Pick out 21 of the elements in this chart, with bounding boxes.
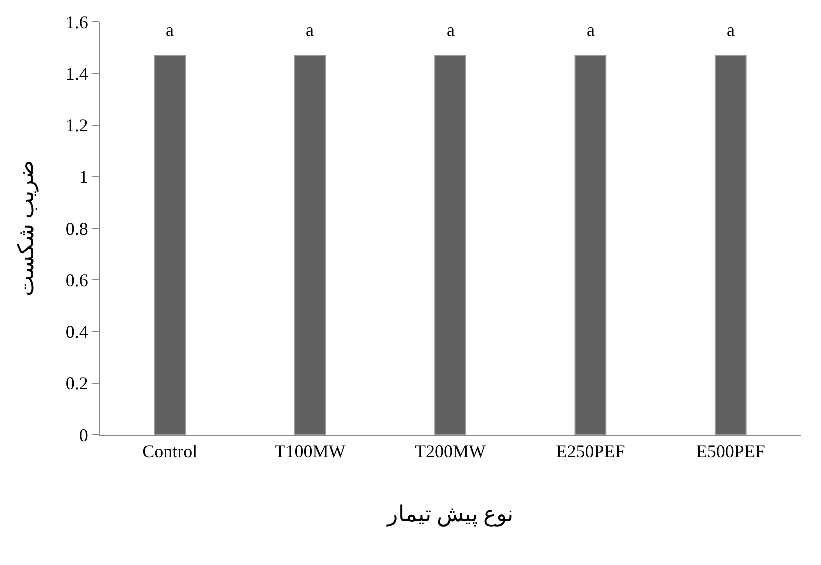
y-tick-label: 0 bbox=[79, 425, 88, 446]
y-tick-label: 1 bbox=[79, 167, 88, 188]
annotation: a bbox=[727, 20, 735, 40]
y-tick-label: 1.4 bbox=[66, 64, 88, 84]
annotation: a bbox=[306, 20, 314, 40]
y-tick-label: 0.4 bbox=[66, 322, 88, 342]
annotation: a bbox=[587, 20, 595, 40]
annotation: a bbox=[166, 20, 174, 40]
x-tick-label: T200MW bbox=[415, 442, 486, 462]
y-tick-label: 1.6 bbox=[66, 12, 88, 32]
x-tick-label: Control bbox=[142, 442, 198, 462]
y-tick-label: 0.2 bbox=[66, 374, 88, 394]
y-tick-label: 0.6 bbox=[66, 270, 88, 290]
x-axis-title: نوع پیش تیمار bbox=[386, 502, 514, 528]
x-tick-label: E500PEF bbox=[696, 442, 766, 462]
y-axis-title: ضریب شکست bbox=[14, 160, 40, 297]
y-tick-label: 0.8 bbox=[66, 218, 88, 239]
annotation: a bbox=[447, 20, 455, 40]
x-tick-label: T100MW bbox=[274, 442, 346, 462]
y-tick-label: 1.2 bbox=[66, 116, 88, 136]
x-tick-label: E250PEF bbox=[556, 442, 626, 462]
